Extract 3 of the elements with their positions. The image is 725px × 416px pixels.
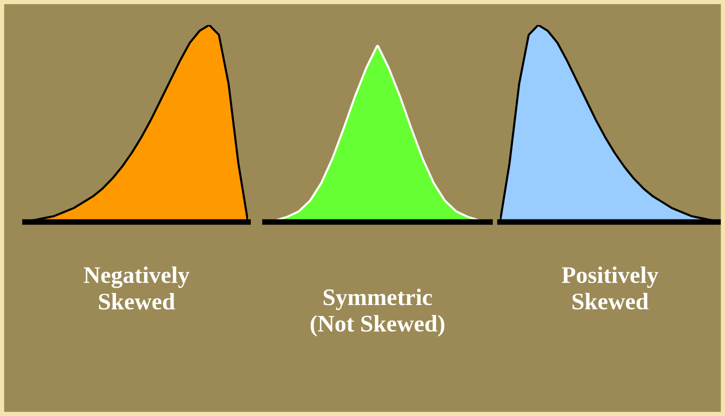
x-axis-title: Positively Skewed	[562, 266, 658, 310]
x-axis-title: Negatively Skewed	[84, 266, 190, 310]
x-axis-title: Symmetric (Not Skewed)	[310, 288, 444, 336]
